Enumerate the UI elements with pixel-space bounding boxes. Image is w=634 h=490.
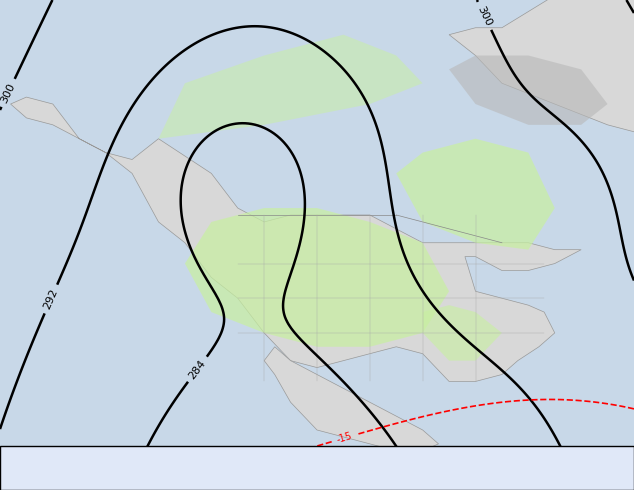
- Text: 300: 300: [0, 81, 17, 104]
- Polygon shape: [185, 208, 449, 347]
- Text: Mo 03-06-2024 12:00 UTC (06+30): Mo 03-06-2024 12:00 UTC (06+30): [418, 459, 628, 468]
- Polygon shape: [0, 0, 634, 451]
- Polygon shape: [449, 0, 634, 139]
- Text: 284: 284: [187, 358, 208, 381]
- Text: Height/Temp. 700 hPa [gdmp][°C] ECMWF: Height/Temp. 700 hPa [gdmp][°C] ECMWF: [6, 459, 256, 468]
- Polygon shape: [396, 139, 555, 250]
- Text: © weatheronline.co.uk: © weatheronline.co.uk: [486, 481, 628, 490]
- Text: -15: -15: [335, 431, 353, 445]
- Polygon shape: [449, 55, 607, 125]
- Text: 292: 292: [42, 287, 60, 311]
- Polygon shape: [423, 305, 502, 361]
- Polygon shape: [158, 35, 423, 139]
- Polygon shape: [11, 97, 581, 381]
- Text: 300: 300: [476, 4, 494, 27]
- Polygon shape: [264, 347, 439, 451]
